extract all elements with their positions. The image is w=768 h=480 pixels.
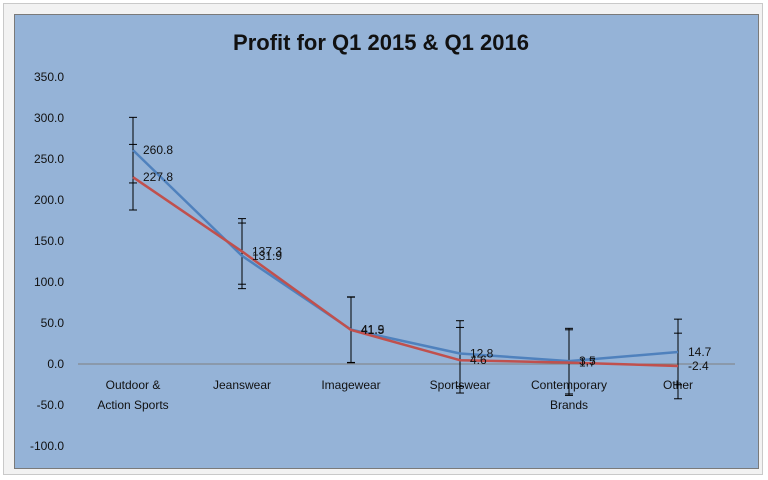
data-label: 4.6 xyxy=(470,353,487,367)
series-lines xyxy=(132,149,679,368)
y-tick-label: 100.0 xyxy=(34,275,64,289)
data-label: 1.7 xyxy=(579,356,596,370)
data-label: 41.9 xyxy=(361,323,385,337)
y-tick-label: 200.0 xyxy=(34,193,64,207)
data-label: 227.8 xyxy=(143,170,173,184)
data-labels: 260.8 131.9 41.9 12.8 3.5 14.7 227.8 137.3 41.5 4… xyxy=(143,143,712,373)
x-axis: Outdoor & Action Sports Jeanswear Imagewear… xyxy=(78,363,735,412)
y-tick-label: 0.0 xyxy=(47,357,64,371)
y-tick-label: -100.0 xyxy=(30,439,64,453)
x-tick-label: Outdoor & Action Sports xyxy=(97,378,168,412)
data-label: 131.9 xyxy=(252,249,282,263)
chart-frame xyxy=(3,3,763,475)
data-label: 12.8 xyxy=(470,347,494,361)
data-label: 14.7 xyxy=(688,345,712,359)
chart-area xyxy=(14,14,759,469)
y-tick-label: 150.0 xyxy=(34,234,64,248)
y-tick-label: 350.0 xyxy=(34,70,64,84)
data-label: 3.5 xyxy=(579,354,596,368)
y-tick-label: 250.0 xyxy=(34,152,64,166)
data-label: -2.4 xyxy=(688,359,709,373)
y-tick-label: 50.0 xyxy=(41,316,65,330)
x-tick-label: Jeanswear xyxy=(213,378,271,392)
x-tick-label: Imagewear xyxy=(321,378,380,392)
data-label: 260.8 xyxy=(143,143,173,157)
y-tick-label: -50.0 xyxy=(37,398,65,412)
data-label: 41.5 xyxy=(361,323,385,337)
series-line-2 xyxy=(132,176,679,368)
y-axis: -100.0 -50.0 0.0 50.0 100.0 150.0 200.0 250.0 30… xyxy=(30,70,64,453)
y-tick-label: 300.0 xyxy=(34,111,64,125)
error-bars xyxy=(129,116,682,400)
chart-title: Profit for Q1 2015 & Q1 2016 xyxy=(233,30,529,55)
data-label: 137.3 xyxy=(252,244,282,258)
series-line-1 xyxy=(132,149,679,363)
